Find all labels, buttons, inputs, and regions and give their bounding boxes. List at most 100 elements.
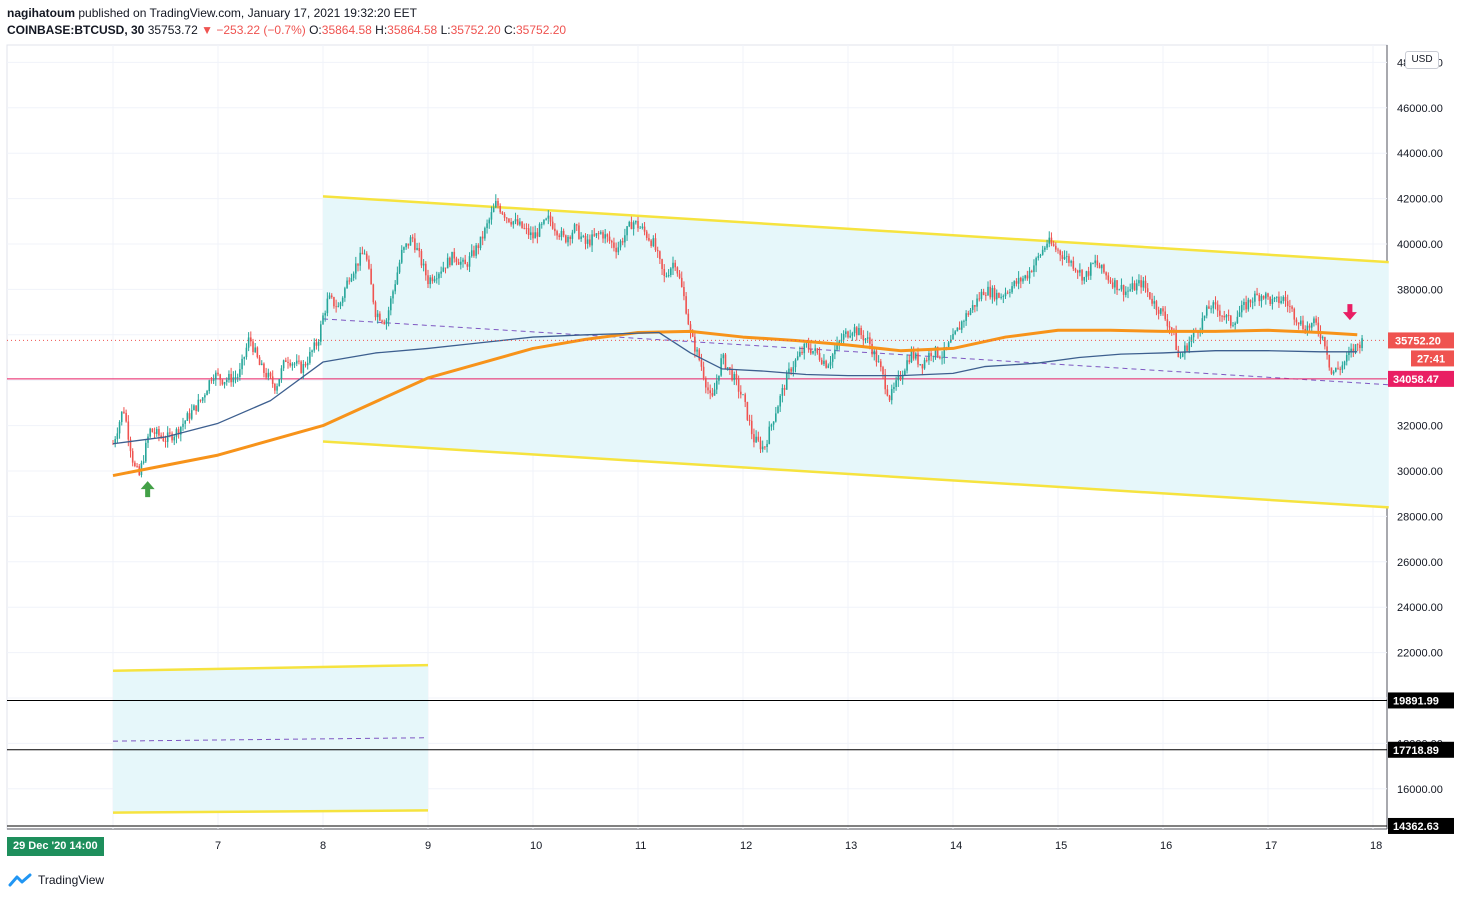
candle-body — [481, 236, 484, 239]
arrow-up-icon[interactable] — [140, 481, 155, 498]
vwap-line[interactable] — [112, 331, 1358, 445]
candle-body — [626, 226, 628, 236]
candle-body — [740, 391, 742, 395]
candle-body — [676, 267, 679, 274]
candle-body — [523, 227, 526, 229]
candle-body — [1006, 292, 1009, 294]
open-value: 35864.58 — [321, 23, 372, 37]
arrow-down-icon[interactable] — [1342, 304, 1357, 321]
time-tick-label: 11 — [635, 840, 646, 852]
candle-body — [899, 375, 902, 380]
time-tick-label: 9 — [425, 840, 431, 852]
candle-body — [1164, 311, 1166, 320]
candle-body — [190, 410, 193, 419]
candle-body — [177, 429, 180, 435]
candle-body — [112, 443, 114, 445]
candle-body — [153, 432, 156, 434]
candle-body — [952, 334, 954, 340]
candle-body — [1275, 296, 1278, 298]
candle-body — [930, 353, 932, 357]
candle-body — [1361, 338, 1363, 349]
candle-body — [271, 376, 274, 384]
candle-body — [1245, 301, 1247, 310]
candle-body — [1214, 302, 1217, 305]
candle-body — [350, 277, 353, 282]
candle-body — [1037, 255, 1040, 259]
author-name[interactable]: nagihatoum — [7, 6, 75, 20]
candle-body — [650, 240, 652, 246]
candle-body — [127, 421, 130, 440]
candle-body — [1265, 293, 1267, 299]
candle-body — [971, 305, 974, 310]
candle-body — [1111, 282, 1114, 288]
candle-body — [204, 395, 206, 398]
candle-body — [1168, 326, 1171, 328]
candle-body — [691, 332, 694, 337]
candle-body — [586, 239, 589, 244]
small-channel-upper-line[interactable] — [112, 663, 429, 673]
candle-body — [1013, 281, 1016, 287]
candle-body — [1317, 322, 1320, 332]
small-channel-mid-line[interactable] — [112, 737, 429, 742]
tradingview-brand[interactable]: TradingView — [8, 873, 104, 887]
candle-body — [1359, 344, 1361, 349]
candle-body — [578, 225, 580, 239]
candle-body — [1138, 280, 1140, 284]
candle-body — [554, 228, 556, 232]
candle-body — [985, 295, 987, 296]
candle-body — [696, 349, 698, 352]
candle-body — [558, 235, 561, 237]
close-label: C: — [504, 23, 516, 37]
small-channel-lower-line[interactable] — [112, 809, 429, 814]
candle-body — [1081, 269, 1083, 281]
candle-body — [1205, 306, 1208, 316]
countdown-label: 27:41 — [1417, 353, 1445, 365]
candle-body — [311, 350, 313, 352]
channel-lower-line[interactable] — [322, 440, 1389, 509]
candle-body — [400, 249, 403, 263]
candle-body — [1160, 308, 1162, 314]
candle-body — [665, 275, 668, 277]
channel-mid-line[interactable] — [322, 318, 1389, 386]
close-value: 35752.20 — [516, 23, 567, 37]
candle-body — [551, 221, 554, 229]
candle-body — [1166, 319, 1169, 327]
candle-body — [1046, 243, 1048, 248]
candle-body — [1280, 300, 1282, 304]
candle-body — [886, 389, 889, 396]
candle-body — [1190, 337, 1193, 342]
candle-body — [1240, 304, 1243, 313]
candle-body — [241, 358, 243, 370]
candle-body — [184, 420, 186, 424]
candle-body — [346, 280, 348, 289]
candle-body — [1105, 272, 1107, 276]
candle-body — [799, 351, 801, 357]
price-tick-label: 28000.00 — [1397, 511, 1443, 523]
candle-body — [280, 368, 283, 380]
candle-body — [186, 413, 189, 421]
candle-body — [1278, 296, 1280, 304]
low-label: L: — [440, 23, 451, 37]
candle-body — [1192, 331, 1195, 338]
candle-body — [169, 432, 171, 434]
open-label: O: — [309, 23, 322, 37]
candle-body — [333, 297, 335, 307]
candle-body — [1072, 261, 1075, 269]
candle-body — [674, 262, 676, 268]
candle-body — [858, 328, 860, 336]
moving-average-line[interactable] — [112, 328, 1358, 478]
candle-body — [536, 232, 539, 237]
candle-body — [897, 375, 900, 381]
candle-body — [1068, 256, 1070, 263]
price-tick-label: 40000.00 — [1397, 239, 1443, 251]
currency-button[interactable]: USD — [1405, 51, 1439, 69]
candle-body — [840, 339, 843, 342]
ohlc-legend: COINBASE:BTCUSD, 30 35753.72 ▼ −253.22 (… — [7, 23, 566, 37]
symbol-label[interactable]: COINBASE:BTCUSD, 30 — [7, 23, 145, 37]
candle-body — [1116, 280, 1118, 291]
candle-body — [1135, 283, 1138, 291]
candle-body — [991, 287, 994, 298]
candle-body — [1328, 354, 1331, 368]
candle-body — [199, 399, 202, 401]
